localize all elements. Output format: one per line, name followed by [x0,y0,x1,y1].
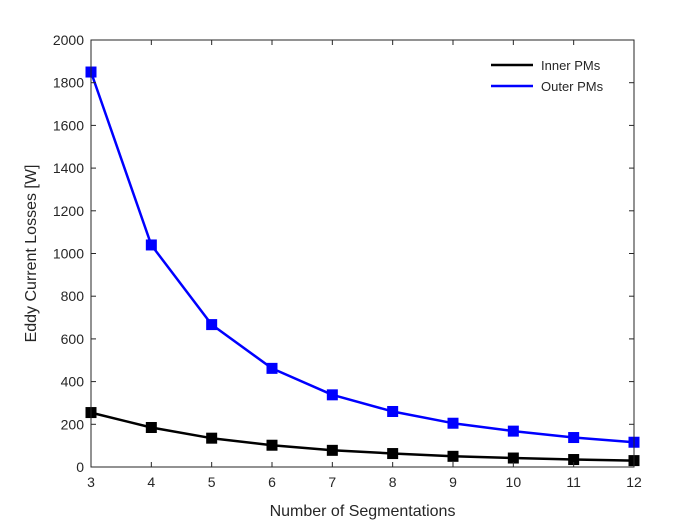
legend-label-outer-pms: Outer PMs [541,79,604,94]
y-tick-label: 1600 [53,117,84,133]
y-tick-label: 1800 [53,75,84,91]
data-point-inner-pms [145,422,157,434]
data-point-inner-pms [266,439,278,451]
data-point-inner-pms [447,450,459,462]
y-tick-label: 0 [76,459,84,475]
data-point-outer-pms [266,362,278,374]
x-tick-label: 3 [87,474,95,490]
plot-area [91,40,634,467]
x-tick-label: 9 [449,474,457,490]
y-tick-label: 400 [61,374,85,390]
axes-layer: 3 4 5 6 7 8 9 10 11 12 0 200 400 600 800 1000 1200 1400 16… [53,32,642,490]
x-tick-label: 5 [208,474,216,490]
x-tick-label: 6 [268,474,276,490]
legend: Inner PMs Outer PMs [491,58,604,94]
data-point-inner-pms [206,432,218,444]
y-tick-label: 1200 [53,203,84,219]
data-point-inner-pms [387,448,399,460]
series-line-outer-pms [89,71,635,444]
legend-label-inner-pms: Inner PMs [541,58,601,73]
y-tick-label: 200 [61,416,85,432]
y-tick-label: 800 [61,288,85,304]
y-tick-label: 2000 [53,32,84,48]
data-point-outer-pms [145,239,157,251]
x-tick-label: 7 [328,474,336,490]
x-tick-label: 8 [389,474,397,490]
data-point-outer-pms [326,389,338,401]
y-axis-label: Eddy Current Losses [W] [23,165,40,343]
data-point-outer-pms [507,425,519,437]
series-line-inner-pms [90,411,635,462]
data-point-outer-pms [206,319,218,331]
x-tick-label: 11 [566,474,581,490]
data-point-inner-pms [507,452,519,464]
data-point-outer-pms [387,405,399,417]
x-axis-label: Number of Segmentations [270,503,456,520]
x-tick-label: 4 [147,474,155,490]
data-point-inner-pms [326,444,338,456]
x-tick-label: 10 [506,474,522,490]
y-tick-label: 1400 [53,160,84,176]
y-tick-label: 600 [61,331,85,347]
data-point-outer-pms [568,432,580,444]
y-tick-label: 1000 [53,246,84,262]
x-tick-label: 12 [626,474,642,490]
data-point-outer-pms [447,417,459,429]
